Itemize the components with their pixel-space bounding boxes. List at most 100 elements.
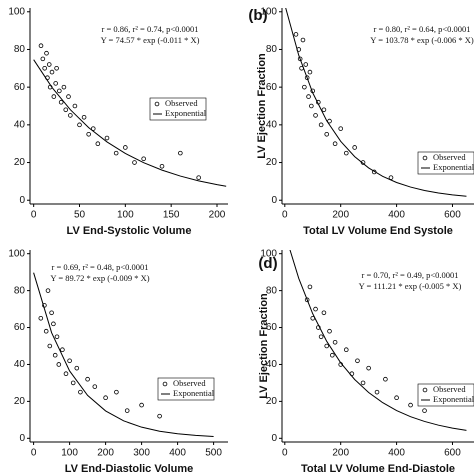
point	[85, 376, 90, 382]
panel: 0 200 400 600 0 20 40 60 80 100 Total LV Volume En…	[248, 6, 474, 237]
point	[332, 141, 338, 146]
x-tick-label: 150	[163, 210, 180, 221]
y-tick-label: 20	[14, 396, 26, 407]
y-tick-label: 40	[14, 359, 26, 370]
point	[86, 131, 91, 137]
x-tick-label: 500	[205, 448, 222, 459]
point	[46, 62, 52, 67]
point	[318, 334, 324, 340]
point	[66, 94, 71, 99]
x-tick-label: 0	[31, 210, 37, 221]
y-tick-label: 20	[266, 396, 278, 407]
y-axis-label: LV Ejection Fraction	[258, 293, 270, 399]
x-tick-label: 300	[133, 448, 150, 459]
x-tick-label: 600	[444, 210, 461, 221]
panel: 0 50 100 150 200 0 20 40 60 80 100 LV End-Systolic …	[8, 6, 228, 237]
curve	[285, 8, 467, 197]
legend-label: Observed	[433, 384, 466, 394]
point	[49, 69, 55, 75]
point	[352, 145, 357, 150]
point	[53, 81, 58, 86]
annotation: Y = 74.57 * exp (-0.011 * X)	[101, 35, 200, 45]
point	[343, 347, 349, 352]
point	[383, 376, 388, 382]
y-tick-label: 80	[266, 285, 278, 296]
point	[360, 160, 366, 165]
point	[63, 371, 69, 376]
x-axis-label: LV End-Diastolic Volume	[65, 463, 194, 474]
y-tick-label: 80	[14, 44, 26, 55]
annotation: Y = 103.78 * exp (-0.006 * X)	[370, 35, 474, 45]
point	[408, 402, 413, 408]
point	[38, 43, 44, 48]
annotation: r = 0.70, r² = 0.49, p<0.0001	[362, 270, 459, 280]
point	[72, 103, 78, 109]
point	[178, 150, 183, 156]
plot-area	[285, 8, 467, 197]
point	[123, 145, 128, 150]
point	[355, 358, 360, 364]
point	[78, 389, 83, 395]
legend-label: Exponential	[433, 162, 474, 172]
point	[113, 150, 119, 156]
x-tick-label: 0	[31, 448, 37, 459]
point	[51, 94, 57, 99]
point	[63, 107, 69, 113]
annotation: r = 0.80, r² = 0.64, p<0.0001	[374, 24, 471, 34]
point	[43, 328, 49, 334]
y-tick-label: 100	[260, 6, 277, 17]
point	[300, 37, 306, 43]
x-tick-label: 200	[332, 448, 349, 459]
point	[103, 395, 108, 400]
point	[313, 306, 318, 312]
point	[324, 343, 330, 349]
point	[139, 402, 144, 408]
legend-box	[417, 151, 474, 175]
legend-label: Observed	[173, 378, 206, 388]
annotation: r = 0.86, r² = 0.74, p<0.0001	[102, 24, 199, 34]
point	[70, 380, 76, 386]
legend-label: Observed	[165, 98, 198, 108]
x-tick-label: 100	[117, 210, 134, 221]
y-tick-label: 80	[266, 44, 278, 55]
point	[81, 115, 87, 120]
y-tick-label: 20	[14, 157, 26, 168]
legend-label: Exponential	[173, 388, 215, 398]
y-tick-label: 20	[266, 157, 278, 168]
point	[343, 150, 349, 156]
x-tick-label: 200	[332, 210, 349, 221]
point	[104, 135, 110, 141]
point	[332, 340, 338, 345]
point	[92, 384, 98, 389]
point	[327, 118, 332, 124]
legend-box	[417, 383, 474, 407]
point	[306, 94, 311, 99]
point	[321, 310, 327, 316]
point	[54, 66, 59, 71]
point	[309, 103, 314, 109]
y-tick-label: 60	[266, 322, 278, 333]
x-tick-label: 200	[209, 210, 226, 221]
point	[366, 365, 371, 371]
point	[321, 107, 327, 113]
point	[307, 69, 313, 75]
x-axis-label: Total LV Volume End-Diastole	[301, 463, 455, 474]
y-tick-label: 40	[266, 119, 278, 130]
plot-area	[33, 272, 214, 437]
point	[124, 408, 130, 413]
point	[38, 316, 44, 321]
x-tick-label: 200	[97, 448, 114, 459]
point	[42, 66, 47, 71]
y-tick-label: 100	[8, 6, 25, 17]
point	[57, 88, 62, 94]
annotation: r = 0.69, r² = 0.48, p<0.0001	[52, 262, 149, 272]
y-tick-label: 40	[14, 119, 26, 130]
x-tick-label: 400	[169, 448, 186, 459]
y-tick-label: 40	[266, 359, 278, 370]
y-tick-label: 100	[260, 248, 277, 259]
y-tick-label: 0	[271, 433, 277, 444]
point	[422, 408, 427, 413]
y-tick-label: 0	[271, 195, 277, 206]
point	[114, 389, 119, 395]
point	[95, 141, 101, 146]
